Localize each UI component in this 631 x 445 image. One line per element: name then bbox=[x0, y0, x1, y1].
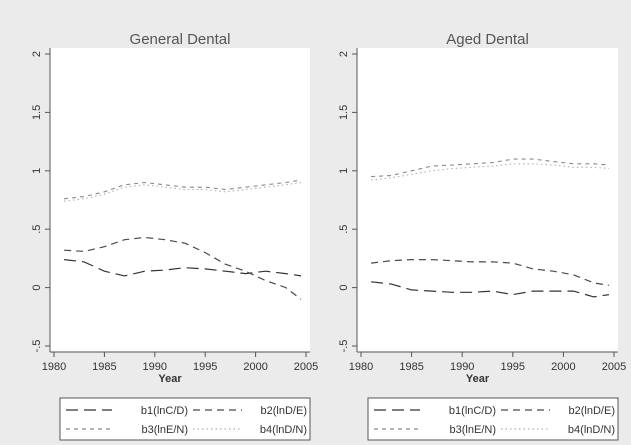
legend-label-3: b3(lnE/N) bbox=[142, 424, 188, 436]
y-tick-label: .5 bbox=[338, 225, 350, 234]
y-tick-label: 2 bbox=[31, 51, 43, 57]
y-tick-label: 1.5 bbox=[338, 105, 350, 120]
legend-label-2: b2(lnD/E) bbox=[261, 405, 307, 417]
series-line-4 bbox=[371, 163, 609, 181]
chart-panel-2: Aged Dental -.5 0 .5 1 1.5 2 1980 1985 1990 1995 20… bbox=[338, 31, 626, 441]
y-tick-label: 1.5 bbox=[31, 105, 43, 120]
plot-area bbox=[357, 48, 618, 352]
series-line-3 bbox=[371, 158, 609, 178]
x-tick-label: 1985 bbox=[399, 361, 423, 373]
y-tick-label: 1 bbox=[31, 168, 43, 174]
x-tick-label: 2000 bbox=[243, 361, 267, 373]
plot-area bbox=[50, 48, 310, 352]
x-tick-label: 2005 bbox=[602, 361, 626, 373]
series-line-3 bbox=[64, 179, 302, 200]
y-tick-label: 0 bbox=[31, 285, 43, 291]
series-line-2 bbox=[371, 259, 609, 286]
x-axis-label: Year bbox=[158, 373, 182, 385]
legend bbox=[59, 397, 311, 441]
panel-title: General Dental bbox=[130, 31, 231, 48]
legend-label-4: b4(lnD/N) bbox=[568, 424, 615, 436]
y-tick-label: .5 bbox=[31, 225, 43, 234]
legend-label-2: b2(lnD/E) bbox=[569, 405, 615, 417]
x-tick-label: 1990 bbox=[450, 361, 474, 373]
legend-label-4: b4(lnD/N) bbox=[260, 424, 307, 436]
x-tick-label: 1980 bbox=[42, 361, 66, 373]
legend bbox=[367, 397, 619, 441]
panel-title: Aged Dental bbox=[446, 31, 529, 48]
legend-label-1: b1(lnC/D) bbox=[141, 405, 188, 417]
series-line-2 bbox=[64, 236, 302, 300]
x-tick-label: 1995 bbox=[501, 361, 525, 373]
y-tick-label: -.5 bbox=[338, 340, 350, 353]
y-tick-label: 1 bbox=[338, 168, 350, 174]
x-tick-label: 1995 bbox=[193, 361, 217, 373]
x-tick-label: 2000 bbox=[551, 361, 575, 373]
x-tick-label: 2005 bbox=[294, 361, 318, 373]
x-axis-label: Year bbox=[466, 373, 490, 385]
y-tick-label: 0 bbox=[338, 285, 350, 291]
y-tick-label: 2 bbox=[338, 51, 350, 57]
legend-label-1: b1(lnC/D) bbox=[449, 405, 496, 417]
x-tick-label: 1985 bbox=[92, 361, 116, 373]
y-tick-label: -.5 bbox=[31, 340, 43, 353]
series-line-1 bbox=[64, 259, 302, 277]
series-line-4 bbox=[64, 181, 302, 202]
chart-panel-1: General Dental -.5 0 .5 1 1.5 2 1980 1985 1990 199… bbox=[31, 31, 318, 441]
legend-label-3: b3(lnE/N) bbox=[450, 424, 496, 436]
x-tick-label: 1980 bbox=[349, 361, 373, 373]
x-tick-label: 1990 bbox=[143, 361, 167, 373]
series-line-1 bbox=[371, 281, 609, 298]
